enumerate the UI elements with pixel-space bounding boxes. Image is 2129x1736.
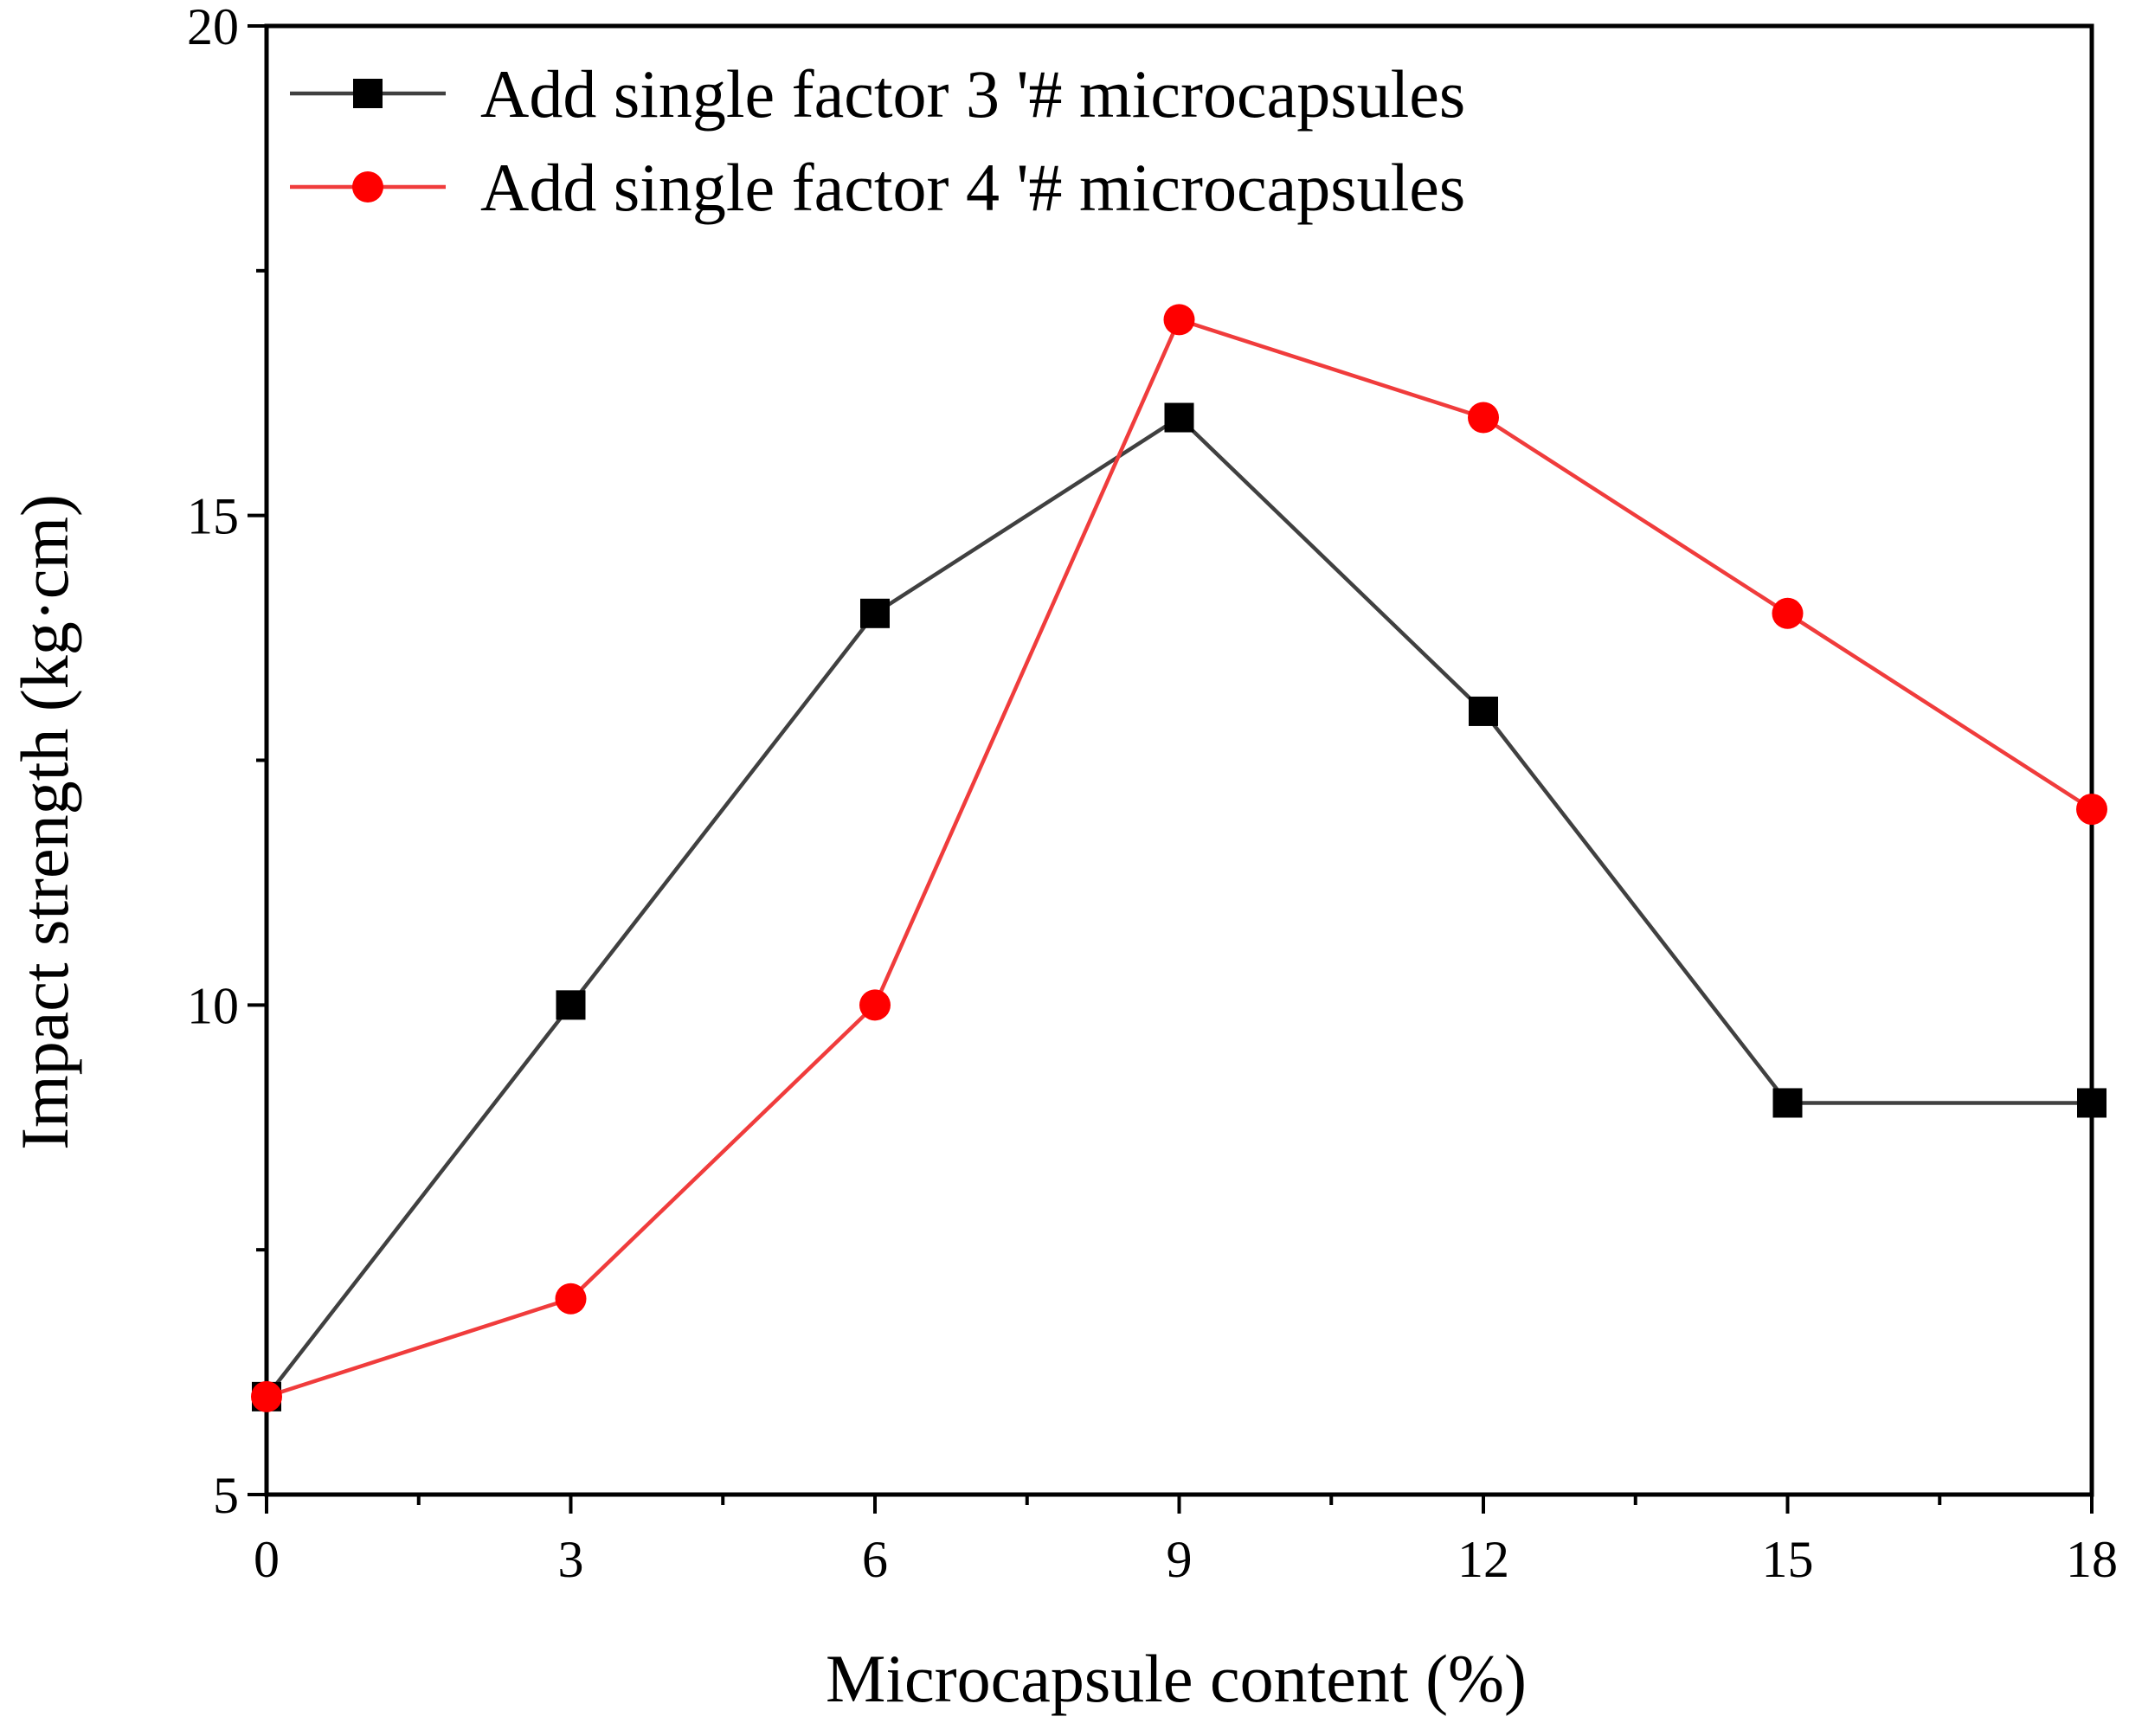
y-tick-label: 20 <box>187 0 239 55</box>
x-tick-label: 9 <box>1167 1531 1193 1588</box>
plot-border <box>264 23 2094 1497</box>
series-2-point <box>859 989 891 1021</box>
plot-frame <box>264 23 2094 1497</box>
x-tick-label: 12 <box>1457 1531 1509 1588</box>
series-2-point <box>555 1283 587 1315</box>
x-tick-label: 3 <box>558 1531 584 1588</box>
series-1-point <box>1164 402 1194 433</box>
x-tick-label: 18 <box>2066 1531 2118 1588</box>
x-axis-ticks: 0 3 6 9 12 15 18 <box>254 1495 2118 1588</box>
y-tick-label: 15 <box>187 488 239 545</box>
legend-item-2: Add single factor 4 '# microcapsules <box>290 150 1465 225</box>
series-2 <box>251 304 2107 1412</box>
series-1-point <box>860 598 890 628</box>
legend-label: Add single factor 3 '# microcapsules <box>480 56 1465 132</box>
series-1-point <box>2077 1088 2106 1118</box>
series-1-point <box>1469 696 1498 726</box>
series-1 <box>252 402 2106 1411</box>
y-axis-title: Impact strength (kg·cm) <box>7 494 82 1150</box>
legend: Add single factor 3 '# microcapsules Add … <box>290 56 1465 225</box>
series-2-point <box>1772 597 1804 629</box>
series-1-point <box>556 990 586 1020</box>
legend-marker <box>353 79 383 108</box>
y-tick-label: 10 <box>187 977 239 1034</box>
x-tick-label: 6 <box>862 1531 888 1588</box>
series-1-line <box>265 415 2092 1398</box>
legend-label: Add single factor 4 '# microcapsules <box>480 150 1465 225</box>
legend-marker <box>352 171 383 203</box>
legend-item-1: Add single factor 3 '# microcapsules <box>290 56 1465 132</box>
series-2-point <box>1468 402 1499 434</box>
series-2-point <box>2076 794 2107 826</box>
series-2-point <box>1163 304 1195 336</box>
x-tick-label: 0 <box>254 1531 280 1588</box>
x-tick-label: 15 <box>1762 1531 1814 1588</box>
x-axis-title: Microcapsule content (%) <box>826 1641 1527 1716</box>
y-tick-label: 5 <box>213 1467 239 1524</box>
series-1-point <box>1772 1088 1803 1118</box>
series-2-line <box>266 317 2094 1399</box>
series-2-point <box>251 1380 282 1412</box>
series-layer <box>251 304 2107 1412</box>
y-axis-ticks: 5 10 15 20 <box>187 0 267 1524</box>
